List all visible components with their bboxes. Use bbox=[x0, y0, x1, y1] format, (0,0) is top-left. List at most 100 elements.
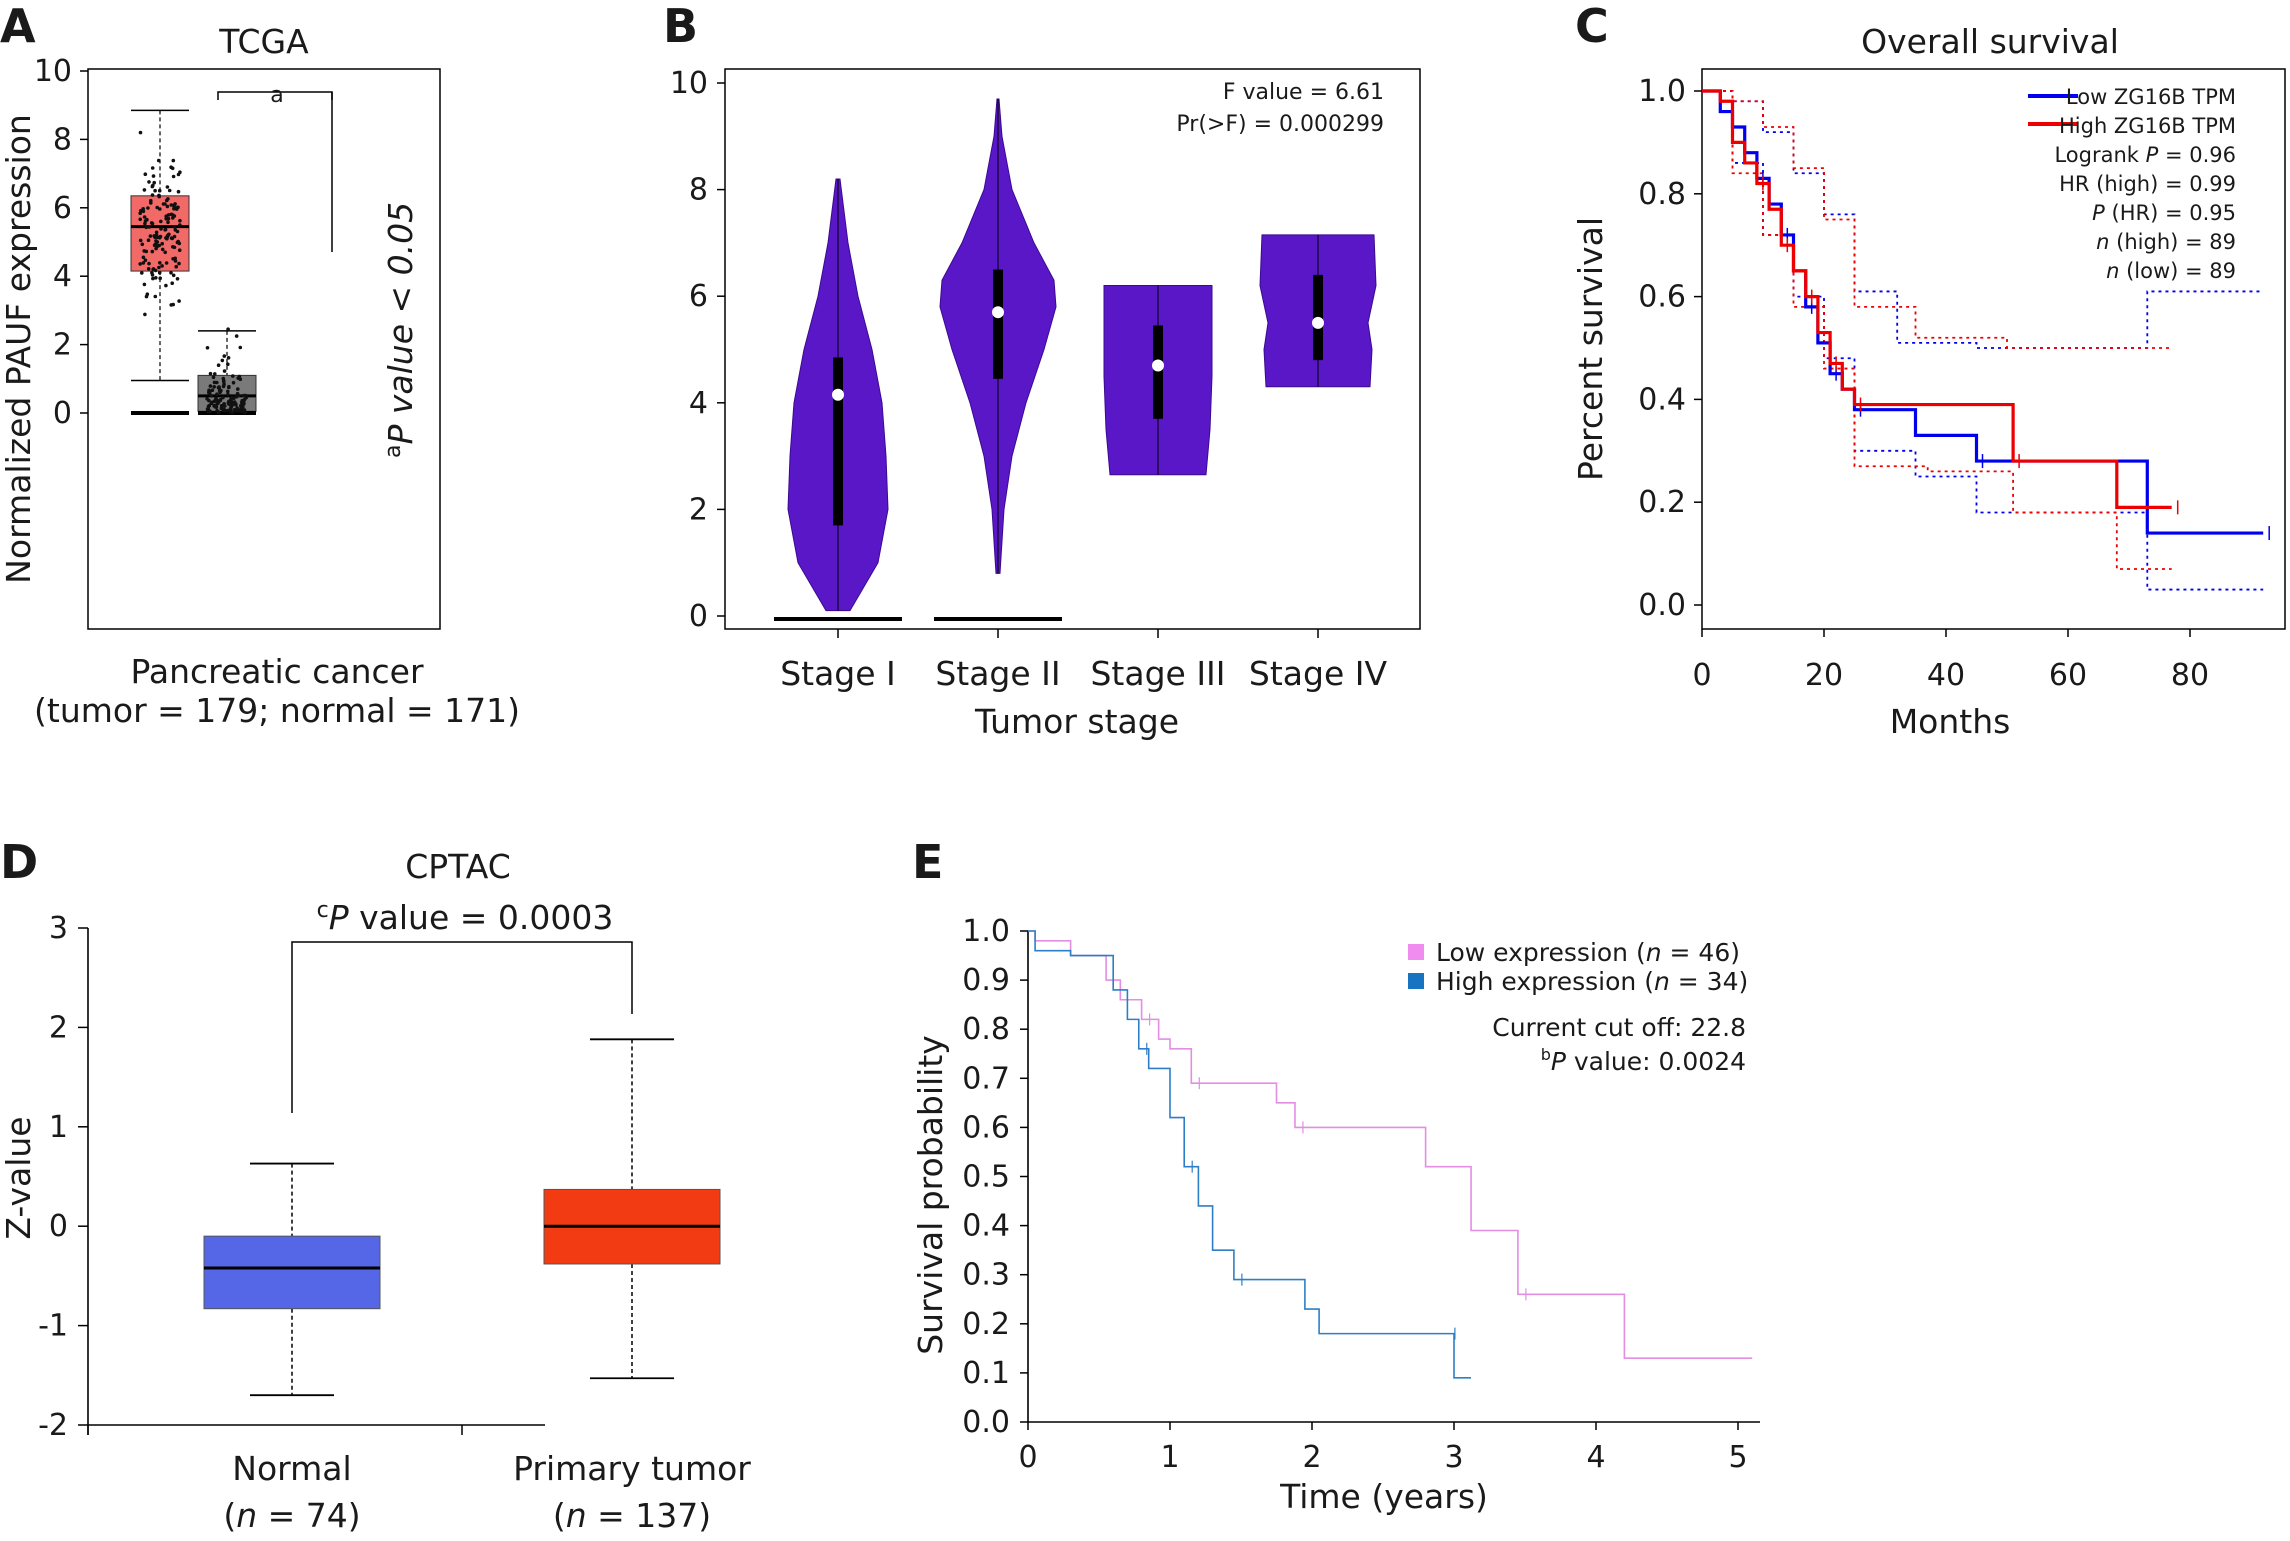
ci-band bbox=[1702, 90, 2172, 570]
data-point bbox=[226, 362, 230, 367]
data-point bbox=[170, 281, 174, 286]
data-point bbox=[169, 212, 174, 217]
panel-c: C Overall survival Percent survival 0 20 4… bbox=[1571, 0, 2286, 741]
ci-band bbox=[1702, 90, 2264, 349]
data-point bbox=[161, 202, 166, 206]
data-point bbox=[144, 225, 149, 230]
data-point bbox=[215, 380, 219, 385]
data-point bbox=[157, 235, 162, 240]
data-point bbox=[175, 277, 180, 281]
data-point bbox=[164, 261, 169, 265]
data-point bbox=[227, 399, 231, 404]
panel-letter-b: B bbox=[663, 0, 698, 53]
y-tick-label: 0 bbox=[49, 1209, 68, 1244]
data-point bbox=[172, 245, 177, 250]
panel-d-title: CPTAC bbox=[405, 847, 511, 886]
survival-stat: n (high) = 89 bbox=[2096, 230, 2236, 254]
data-point bbox=[176, 239, 180, 244]
data-point bbox=[151, 174, 156, 178]
data-point bbox=[150, 221, 155, 226]
data-point bbox=[147, 180, 151, 184]
y-tick-label: 0.4 bbox=[962, 1209, 1010, 1244]
data-point bbox=[231, 374, 235, 378]
data-point bbox=[153, 294, 158, 299]
y-tick-label: 0.0 bbox=[1638, 588, 1686, 623]
panel-b-plot-frame bbox=[724, 68, 1421, 630]
data-point bbox=[173, 259, 178, 263]
data-point bbox=[208, 409, 213, 414]
data-point bbox=[241, 393, 246, 398]
data-point bbox=[212, 385, 216, 389]
data-point bbox=[215, 392, 219, 397]
data-point bbox=[142, 188, 147, 192]
panel-c-axes: 0 20 40 60 80 0.0 0.2 0.4 0.6 0.8 1.0 bbox=[1638, 74, 2209, 693]
data-point bbox=[205, 397, 209, 401]
panel-letter-d: D bbox=[0, 835, 38, 889]
data-point bbox=[242, 397, 247, 402]
data-point bbox=[171, 257, 175, 261]
x-tick-label: 2 bbox=[1302, 1440, 1321, 1475]
data-point bbox=[226, 327, 230, 332]
data-point bbox=[143, 312, 147, 317]
data-point bbox=[138, 130, 143, 135]
data-point bbox=[149, 198, 153, 203]
category-primary-tumor: Primary tumor bbox=[513, 1449, 751, 1488]
data-point bbox=[160, 247, 165, 252]
survival-stat: Logrank P = 0.96 bbox=[2054, 143, 2236, 167]
panel-c-y-label: Percent survival bbox=[1571, 217, 1610, 481]
data-point bbox=[157, 188, 162, 193]
data-point bbox=[177, 299, 181, 303]
ci-band bbox=[1702, 90, 2172, 349]
data-point bbox=[170, 166, 175, 171]
y-tick-label: 1.0 bbox=[962, 914, 1010, 949]
data-point bbox=[172, 214, 177, 218]
data-point bbox=[144, 249, 149, 254]
y-tick-label: 0 bbox=[689, 599, 708, 634]
x-tick-label: Stage IV bbox=[1249, 654, 1388, 693]
panel-d-pvalue: cP value = 0.0003 bbox=[317, 898, 614, 937]
data-point bbox=[145, 292, 150, 297]
box-tumor bbox=[130, 195, 190, 272]
data-point bbox=[208, 371, 213, 376]
data-point bbox=[178, 223, 182, 227]
data-point bbox=[143, 172, 148, 176]
data-point bbox=[238, 345, 243, 350]
data-point bbox=[166, 216, 171, 221]
data-point bbox=[216, 400, 221, 404]
data-point bbox=[165, 185, 170, 189]
data-point bbox=[211, 375, 216, 380]
panel-e-pvalue: bP value: 0.0024 bbox=[1541, 1045, 1746, 1076]
survival-curve bbox=[1028, 930, 1472, 1379]
data-point bbox=[147, 261, 151, 266]
y-tick-label: -2 bbox=[38, 1408, 68, 1443]
x-tick-label: 4 bbox=[1586, 1440, 1605, 1475]
data-point bbox=[226, 389, 230, 394]
data-point bbox=[151, 267, 156, 271]
x-tick-label: 40 bbox=[1927, 658, 1965, 693]
data-point bbox=[151, 183, 155, 188]
y-tick-label: 0.5 bbox=[962, 1160, 1010, 1195]
y-tick-label: 0.6 bbox=[962, 1110, 1010, 1145]
y-tick-label: 2 bbox=[689, 492, 708, 527]
y-tick-label: 0.3 bbox=[962, 1258, 1010, 1293]
data-point bbox=[177, 248, 182, 252]
data-point bbox=[217, 385, 221, 389]
data-point bbox=[222, 402, 226, 406]
svg-text:aP value < 0.05: aP value < 0.05 bbox=[381, 202, 420, 458]
data-point bbox=[239, 400, 244, 405]
panel-a-boxes bbox=[130, 109, 257, 415]
x-tick-label: 5 bbox=[1728, 1440, 1747, 1475]
data-point bbox=[159, 227, 163, 231]
violin-median bbox=[832, 388, 844, 401]
violin-median bbox=[1152, 359, 1164, 372]
data-point bbox=[154, 230, 159, 235]
data-point bbox=[147, 225, 152, 229]
data-point bbox=[174, 264, 178, 269]
panel-a: A TCGA Normalized PAUF expression 0 2 4 6 8 1… bbox=[0, 0, 520, 730]
data-point bbox=[229, 403, 234, 407]
data-point bbox=[172, 204, 176, 209]
data-point bbox=[171, 273, 176, 278]
x-tick-label: 80 bbox=[2171, 658, 2209, 693]
x-tick-label: 3 bbox=[1444, 1440, 1463, 1475]
